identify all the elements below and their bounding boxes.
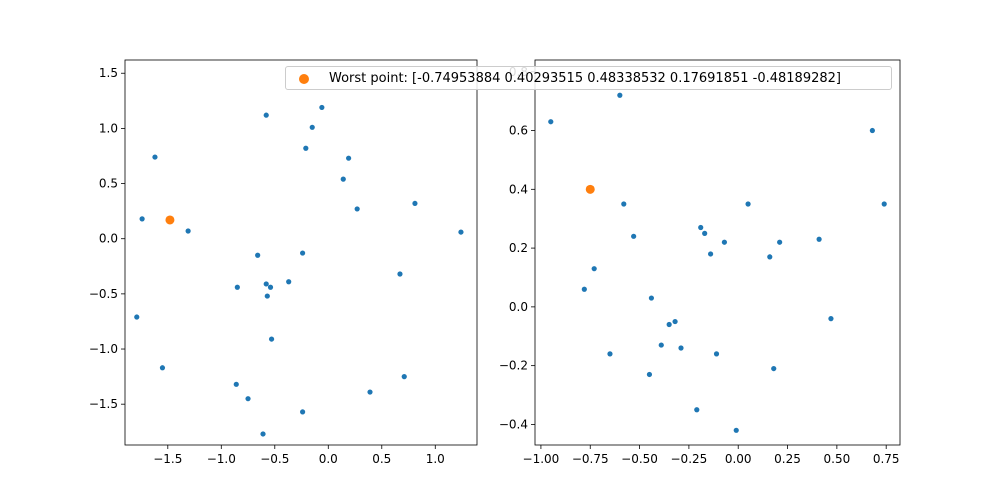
data-point [458, 229, 464, 235]
x-tick-label: 0.00 [725, 452, 752, 466]
x-tick-label: −0.50 [621, 452, 658, 466]
data-point [309, 124, 315, 130]
data-point [264, 293, 270, 299]
y-tick-label: −1.0 [89, 342, 118, 356]
data-point [234, 284, 240, 290]
x-tick-label: −1.0 [207, 452, 236, 466]
data-point [621, 201, 627, 207]
data-point [631, 233, 637, 239]
y-tick-label: 0.0 [99, 232, 118, 246]
data-point [268, 336, 275, 342]
data-point [648, 295, 655, 301]
x-tick-label: −0.25 [671, 452, 708, 466]
data-point [354, 206, 360, 212]
data-point [260, 431, 266, 437]
data-point [134, 314, 140, 320]
data-point [678, 345, 684, 351]
y-tick-label: 1.5 [99, 66, 118, 80]
data-point [346, 155, 352, 161]
data-point [607, 351, 613, 357]
x-tick-label: 1.0 [426, 452, 445, 466]
y-tick-label: 0.5 [99, 177, 118, 191]
data-point [767, 254, 773, 260]
data-point [702, 230, 708, 236]
data-point [303, 145, 309, 151]
legend-label: Worst point: [-0.74953884 0.40293515 0.4… [329, 71, 841, 86]
plot-1: −1.5 −1.0 −0.5 0.0 0.5 1.0 −1.5 −1.0 −0.5 0.0 0.5 1… [89, 59, 478, 466]
data-point [777, 239, 783, 245]
data-point [267, 284, 274, 290]
data-point [591, 266, 597, 272]
y-tick-label: 1.0 [99, 121, 118, 135]
y-tick-label: −0.4 [499, 417, 528, 431]
data-point [672, 318, 678, 325]
data-point [666, 321, 672, 328]
x-tick-label: −1.5 [153, 452, 182, 466]
axes-frame [124, 59, 478, 446]
data-point [707, 251, 714, 257]
data-point [721, 239, 728, 245]
x-tick-label: −1.00 [523, 452, 560, 466]
x-tick-label: 0.0 [319, 452, 338, 466]
y-tick-label: −0.5 [89, 287, 118, 301]
data-point [733, 427, 739, 433]
data-point [319, 104, 325, 111]
data-point [397, 271, 403, 277]
data-point [255, 252, 261, 258]
axes-frame [534, 59, 901, 446]
data-point [245, 396, 251, 402]
data-point [617, 92, 623, 98]
data-point [581, 286, 587, 292]
data-point [745, 201, 751, 207]
data-point [816, 236, 822, 242]
data-point [548, 119, 554, 125]
data-point [340, 176, 346, 182]
y-tick-label: 0.6 [509, 124, 528, 138]
data-point [159, 365, 166, 371]
legend: Worst point: [-0.74953884 0.40293515 0.4… [285, 66, 892, 90]
data-point [401, 374, 407, 380]
x-tick-label: 0.50 [824, 452, 851, 466]
data-point [367, 389, 373, 395]
data-point [646, 371, 653, 378]
worst-point [165, 215, 175, 225]
plot-2: −1.00 −0.75 −0.50 −0.25 0.00 0.25 0.50 0.75 −0.4… [499, 59, 901, 466]
data-point [828, 316, 834, 322]
legend-marker [299, 74, 309, 84]
y-tick-label: 0.4 [509, 182, 528, 196]
data-point [300, 250, 306, 256]
data-point [412, 200, 418, 207]
data-point [694, 407, 700, 413]
y-tick-label: 0.0 [509, 300, 528, 314]
y-tick-label: 0.2 [509, 241, 528, 255]
data-point [233, 381, 239, 387]
x-tick-label: 0.75 [873, 452, 900, 466]
data-point [771, 365, 777, 372]
x-tick-label: −0.5 [260, 452, 289, 466]
worst-point [585, 184, 595, 194]
data-point [263, 112, 269, 118]
x-tick-label: 0.5 [372, 452, 391, 466]
data-point [286, 279, 292, 285]
y-tick-label: −0.2 [499, 359, 528, 373]
y-tick-label: −1.5 [89, 397, 118, 411]
x-tick-label: −0.75 [572, 452, 609, 466]
data-point [185, 228, 191, 234]
data-point [658, 342, 664, 348]
x-tick-label: 0.25 [774, 452, 801, 466]
data-point [300, 409, 306, 415]
data-point [152, 154, 158, 160]
data-point [713, 351, 720, 357]
data-point [881, 201, 887, 207]
data-point [139, 216, 145, 222]
data-point [263, 281, 269, 287]
data-point [698, 224, 704, 231]
data-point [869, 127, 875, 134]
